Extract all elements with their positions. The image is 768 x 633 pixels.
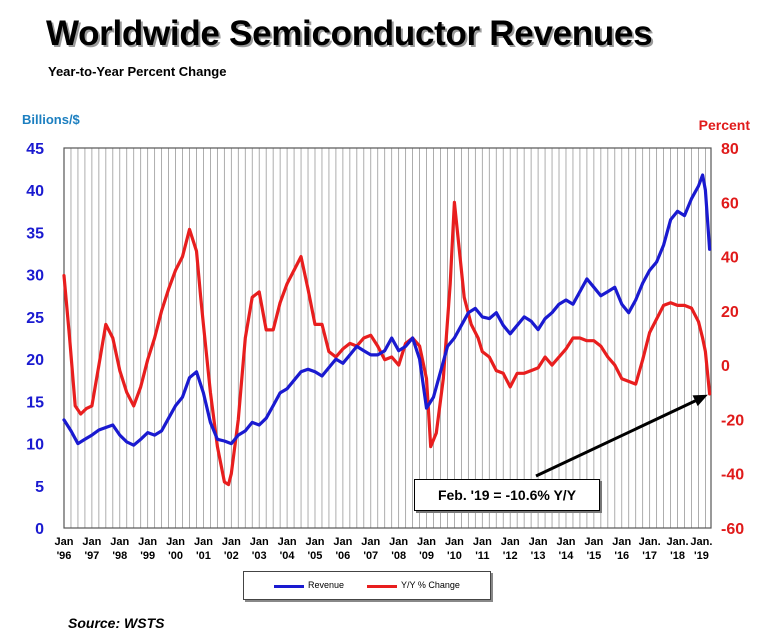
y-left-axis-label: Billions/$: [22, 112, 80, 127]
y-left-tick-label: 30: [26, 268, 44, 285]
series-lines: [62, 173, 712, 487]
annotation-arrow: [535, 394, 708, 478]
y-left-tick-label: 15: [26, 394, 44, 411]
x-tick-label: '04: [280, 550, 296, 562]
x-tick-label: Jan: [166, 536, 185, 548]
y-left-tick-label: 10: [26, 437, 44, 454]
x-tick-label: Jan: [82, 536, 101, 548]
yoy-series-line: [62, 200, 712, 487]
y-right-tick-label: 40: [721, 250, 739, 267]
y-right-axis-label: Percent: [698, 117, 750, 133]
y-left-tick-label: 25: [26, 310, 44, 327]
x-tick-label: Jan: [612, 536, 631, 548]
revenue-series-line: [62, 173, 712, 447]
tick-labels: 0 5 10 15 20 25 30 35 40 45 -60 -40 -20 0 20 40 60 80 Jan '…: [26, 141, 744, 562]
x-tick-label: Jan.: [639, 536, 661, 548]
x-tick-label: '10: [447, 550, 462, 562]
x-tick-label: Jan: [445, 536, 464, 548]
x-tick-label: Jan: [417, 536, 436, 548]
x-tick-label: '97: [84, 550, 99, 562]
x-tick-label: Jan: [584, 536, 603, 548]
y-right-tick-label: -20: [721, 412, 744, 429]
x-tick-label: Jan: [138, 536, 157, 548]
x-tick-label: '05: [308, 550, 323, 562]
y-right-tick-label: -60: [721, 521, 744, 538]
source-note: Source: WSTS: [68, 615, 165, 631]
x-tick-label: '16: [614, 550, 629, 562]
x-tick-label: '12: [503, 550, 518, 562]
x-tick-label: Jan: [306, 536, 325, 548]
axes: [63, 147, 712, 529]
x-tick-label: Jan: [501, 536, 520, 548]
y-right-tick-label: 80: [721, 141, 739, 158]
x-tick-label: Jan: [389, 536, 408, 548]
x-tick-label: '18: [670, 550, 685, 562]
x-tick-label: '00: [168, 550, 183, 562]
x-tick-label: Jan: [529, 536, 548, 548]
y-right-tick-label: 60: [721, 195, 739, 212]
annotation-arrow-shaft: [535, 396, 703, 478]
x-tick-label: '08: [391, 550, 406, 562]
y-right-tick-label: 0: [721, 358, 730, 375]
x-tick-label: '03: [252, 550, 267, 562]
legend-revenue-label: Revenue: [308, 580, 345, 590]
x-tick-label: '01: [196, 550, 211, 562]
x-tick-label: Jan: [110, 536, 129, 548]
x-tick-label: '98: [112, 550, 127, 562]
legend-yoy-label: Y/Y % Change: [401, 580, 460, 590]
x-tick-label: '11: [475, 550, 489, 562]
legend-revenue-swatch: [274, 585, 304, 588]
legend-yoy-swatch: [367, 585, 397, 588]
chart-subtitle: Year-to-Year Percent Change: [48, 64, 227, 79]
annotation-box: Feb. '19 = -10.6% Y/Y: [414, 479, 600, 511]
x-tick-label: Jan: [194, 536, 213, 548]
x-tick-label: '02: [224, 550, 239, 562]
y-left-tick-label: 35: [26, 225, 44, 242]
x-tick-label: Jan.: [667, 536, 689, 548]
x-tick-label: Jan: [333, 536, 352, 548]
x-tick-label: '96: [57, 550, 72, 562]
x-tick-label: '17: [642, 550, 657, 562]
x-tick-label: Jan: [278, 536, 297, 548]
annotation-arrow-head: [692, 394, 708, 407]
x-tick-label: Jan.: [690, 536, 712, 548]
y-left-tick-label: 0: [35, 521, 44, 538]
y-left-tick-label: 40: [26, 183, 44, 200]
plot-frame: [63, 147, 712, 529]
x-tick-label: '06: [335, 550, 350, 562]
x-tick-label: '09: [419, 550, 434, 562]
x-tick-label: '99: [140, 550, 155, 562]
legend: Revenue Y/Y % Change: [243, 571, 491, 600]
x-tick-label: '14: [559, 550, 575, 562]
x-tick-label: '13: [531, 550, 546, 562]
x-tick-label: Jan: [250, 536, 269, 548]
y-right-tick-label: 20: [721, 304, 739, 321]
x-tick-label: '15: [586, 550, 601, 562]
y-left-tick-label: 5: [35, 479, 44, 496]
chart-title: Worldwide Semiconductor Revenues: [46, 14, 653, 53]
y-right-tick-label: -40: [721, 467, 744, 484]
y-left-tick-label: 45: [26, 141, 44, 158]
x-tick-label: Jan: [556, 536, 575, 548]
x-tick-label: Jan: [473, 536, 492, 548]
x-tick-label: Jan: [55, 536, 74, 548]
x-tick-label: '07: [363, 550, 378, 562]
y-left-tick-label: 20: [26, 352, 44, 369]
x-tick-label: Jan: [222, 536, 241, 548]
x-tick-label: '19: [694, 550, 709, 562]
x-tick-label: Jan: [361, 536, 380, 548]
grid-lines: [70, 148, 706, 528]
